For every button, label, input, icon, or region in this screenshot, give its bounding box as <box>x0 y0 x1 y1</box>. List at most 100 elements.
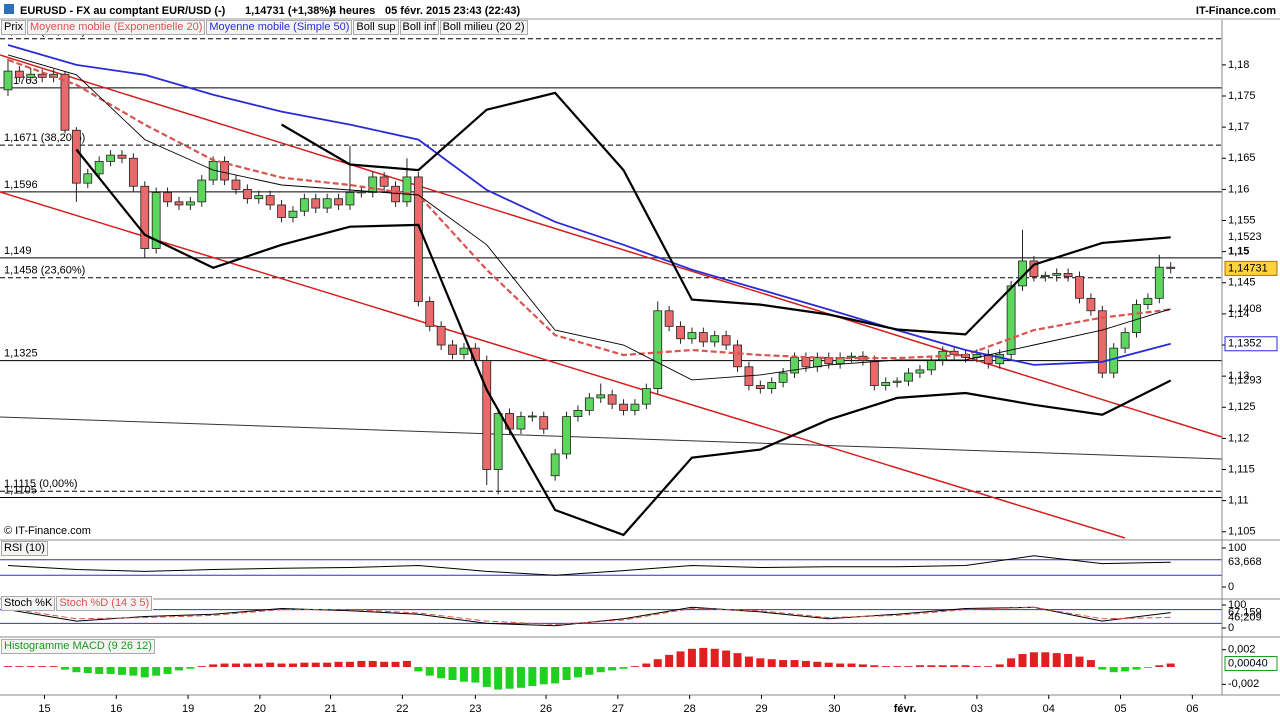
bar <box>904 666 913 667</box>
candle-body <box>60 73 70 131</box>
candle-body <box>698 332 708 343</box>
candle-body <box>334 198 343 206</box>
bar <box>243 663 252 667</box>
candle-body <box>151 192 161 249</box>
x-tick-label: 05 <box>1114 703 1126 715</box>
candle-body <box>755 385 765 389</box>
bar <box>505 667 514 689</box>
candle-body <box>106 154 115 162</box>
y-tick-label: -0,002 <box>1228 678 1259 690</box>
header-title: EURUSD - FX au comptant EUR/USD (-) <box>20 5 226 17</box>
bar <box>790 660 799 667</box>
bar <box>1007 658 1016 667</box>
y-tick-label: 1,155 <box>1228 214 1256 226</box>
candle-body <box>733 344 742 368</box>
y-tick-label: 1,15 <box>1228 246 1249 258</box>
bar <box>710 648 719 667</box>
candle-body <box>425 301 435 327</box>
candle-body <box>949 350 959 355</box>
x-tick-label: 23 <box>469 703 481 715</box>
y-tick-label: 1,14 <box>1228 308 1249 320</box>
x-tick-label: 29 <box>755 703 767 715</box>
legend-item[interactable]: Boll inf <box>399 20 439 35</box>
bar <box>368 660 377 667</box>
bar <box>117 667 126 675</box>
x-tick-label: 28 <box>684 703 696 715</box>
legend-item[interactable]: Stoch %D (14 3 5) <box>56 596 153 611</box>
candle-body <box>596 394 606 399</box>
legend-item[interactable]: RSI (10) <box>1 541 48 556</box>
candle-body <box>607 394 617 405</box>
bar <box>881 666 890 667</box>
level-label: 1,1458 (23,60%) <box>4 265 85 277</box>
level-label: 1,1115 (0,00%) <box>4 478 78 490</box>
bar <box>152 667 161 676</box>
bar <box>972 666 981 667</box>
legend: Prix Moyenne mobile (Exponentielle 20) M… <box>1 20 529 35</box>
level-label: 1,1105 <box>4 484 37 496</box>
candle-body <box>687 332 697 340</box>
legend-item[interactable]: Stoch %K <box>1 596 56 611</box>
legend-item[interactable]: Boll sup <box>353 20 399 35</box>
bar <box>459 667 468 682</box>
candle-body <box>630 403 640 411</box>
bar <box>995 664 1004 667</box>
candle-body <box>242 188 252 200</box>
candle-body <box>847 355 856 358</box>
legend-item[interactable]: Moyenne mobile (Simple 50) <box>206 20 353 35</box>
bar <box>471 667 480 683</box>
y-tick-label: 0 <box>1228 622 1234 634</box>
bar <box>1166 663 1175 667</box>
bar <box>824 662 833 667</box>
bar <box>311 662 320 667</box>
bar <box>858 664 867 667</box>
x-tick-label: 21 <box>324 703 336 715</box>
legend-item[interactable]: Moyenne mobile (Exponentielle 20) <box>26 20 206 35</box>
bar <box>220 663 229 667</box>
y-tick-label: 1,17 <box>1228 121 1249 133</box>
bar <box>767 659 776 667</box>
candle-body <box>1040 274 1050 277</box>
last-value-label: 1,1293 <box>1228 374 1262 386</box>
candle-body <box>869 360 879 386</box>
candle-body <box>277 204 286 218</box>
bar <box>49 666 58 667</box>
legend-item[interactable]: Boll milieu (20 2) <box>439 20 528 35</box>
bar <box>266 662 275 667</box>
candle-body <box>1063 273 1073 277</box>
candle-body <box>482 360 492 470</box>
candle-body <box>1166 266 1176 269</box>
bar <box>1155 665 1164 667</box>
bar <box>1109 667 1118 673</box>
bar <box>186 667 195 669</box>
legend-item[interactable]: Histogramme MACD (9 26 12) <box>1 639 155 654</box>
bar <box>1052 653 1061 667</box>
candle-body <box>14 70 24 78</box>
bar <box>1086 660 1095 667</box>
x-tick-label: 04 <box>1043 703 1055 715</box>
bar <box>630 666 639 667</box>
legend: Stoch %K Stoch %D (14 3 5) <box>1 596 154 611</box>
candle-body <box>767 381 777 389</box>
legend-item[interactable]: Prix <box>1 20 26 35</box>
bar <box>938 665 947 667</box>
bar <box>83 667 92 674</box>
y-tick-label: 1,175 <box>1228 90 1256 102</box>
candle-body <box>163 192 172 203</box>
y-tick-label: 1,165 <box>1228 152 1256 164</box>
bar <box>961 665 970 667</box>
series-line <box>7 555 1171 576</box>
candle-body <box>653 310 663 389</box>
candle-body <box>71 129 81 184</box>
x-tick-label: 19 <box>182 703 194 715</box>
bar <box>1064 654 1073 667</box>
candle-body <box>140 185 150 249</box>
bar <box>15 666 24 667</box>
candle-body <box>1109 347 1119 374</box>
candle-body <box>37 73 47 78</box>
candle-body <box>904 372 913 382</box>
bar <box>551 667 560 684</box>
bar <box>870 665 879 667</box>
candle-body <box>391 185 400 203</box>
bar <box>95 667 104 674</box>
